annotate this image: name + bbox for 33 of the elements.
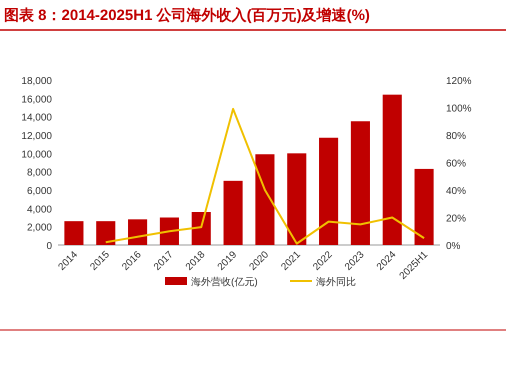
bar <box>192 212 211 245</box>
bar <box>96 221 116 245</box>
bar <box>255 154 274 245</box>
bar <box>64 221 84 245</box>
bar <box>128 219 148 245</box>
y-tick-label: 18,000 <box>21 76 52 87</box>
y2-tick-label: 120% <box>446 76 472 87</box>
y-tick-label: 16,000 <box>21 94 52 106</box>
chart-title: 图表 8：2014-2025H1 公司海外收入(百万元)及增速(%) <box>4 7 370 24</box>
y-tick-label: 10,000 <box>21 149 52 160</box>
y2-tick-label: 0% <box>446 241 461 252</box>
y-tick-label: 12,000 <box>21 131 52 142</box>
y2-tick-label: 20% <box>446 214 466 224</box>
bar <box>319 138 338 245</box>
y2-tick-label: 100% <box>446 104 472 114</box>
y-tick-label: 2,000 <box>26 222 52 234</box>
y2-tick-label: 80% <box>446 131 466 142</box>
y2-tick-label: 40% <box>446 186 466 197</box>
bar <box>224 180 243 245</box>
y-tick-label: 14,000 <box>21 112 52 124</box>
y-tick-label: 6,000 <box>26 186 52 197</box>
legend-label: 海外营收(亿元) <box>191 276 258 288</box>
y2-tick-label: 60% <box>446 158 466 170</box>
bar <box>287 153 306 245</box>
y-tick-label: 4,000 <box>26 204 52 216</box>
bar <box>350 121 370 245</box>
legend-label: 海外同比 <box>316 276 356 288</box>
y-tick-label: 0 <box>46 241 52 252</box>
bar <box>414 168 434 245</box>
bar <box>160 218 179 245</box>
bar <box>382 94 402 245</box>
y-tick-label: 8,000 <box>26 168 52 179</box>
line-series <box>104 108 426 245</box>
